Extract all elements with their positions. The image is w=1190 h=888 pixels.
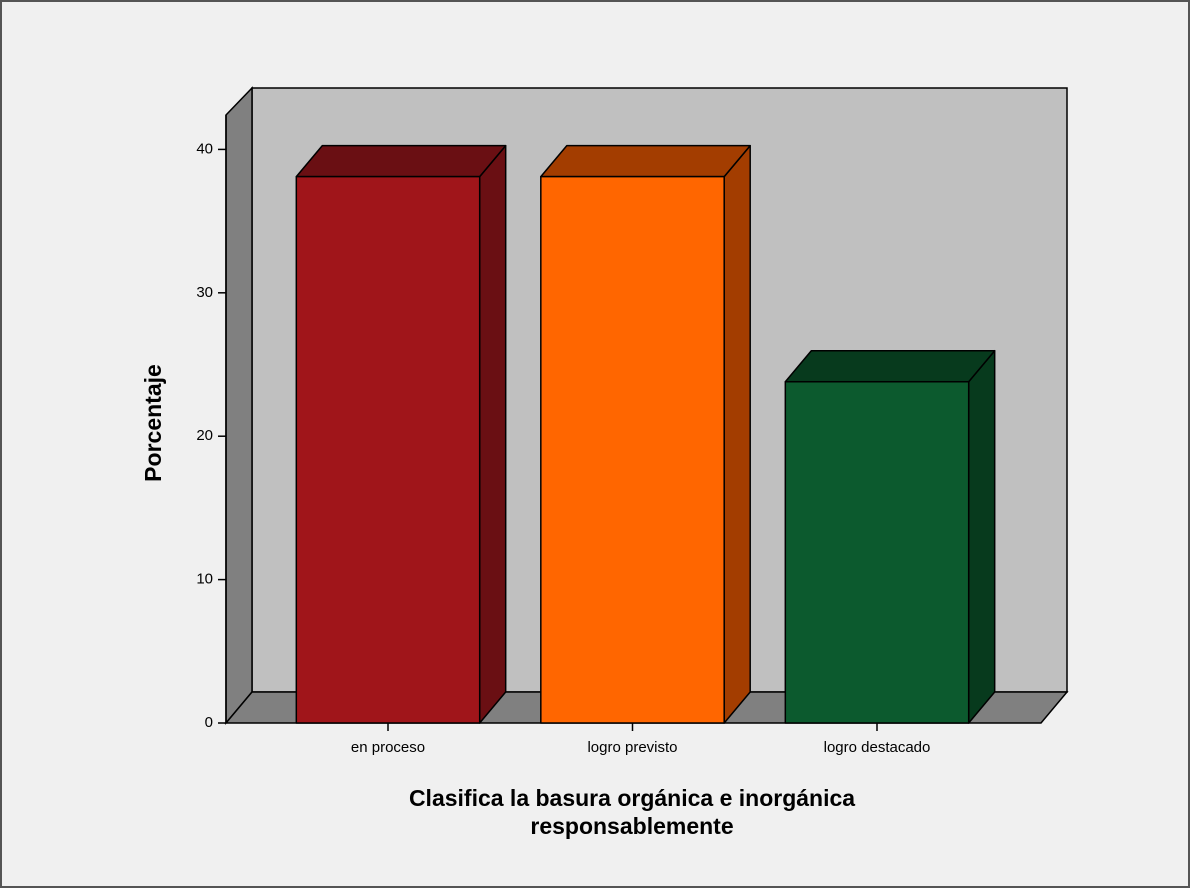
y-axis-title: Porcentaje xyxy=(140,364,166,482)
bar-side xyxy=(967,349,996,724)
bar-side xyxy=(478,144,507,724)
bar xyxy=(784,380,970,724)
x-tick-label: logro destacado xyxy=(824,739,931,756)
side-wall xyxy=(225,86,253,726)
y-tick-label: 0 xyxy=(205,714,213,731)
y-tick-label: 10 xyxy=(196,571,213,588)
y-tick-label: 20 xyxy=(196,427,213,444)
bar-top xyxy=(540,144,751,178)
x-tick-label: logro previsto xyxy=(587,739,677,756)
x-axis-title: Clasifica la basura orgánica e inorgánic… xyxy=(409,785,855,811)
x-axis-title: responsablemente xyxy=(530,813,733,839)
bar-top xyxy=(784,349,996,383)
y-tick-label: 40 xyxy=(196,140,213,157)
y-tick-label: 30 xyxy=(196,284,213,301)
bar-side xyxy=(723,144,751,724)
bar-top xyxy=(295,144,507,178)
bar xyxy=(540,175,725,724)
x-tick-label: en proceso xyxy=(351,739,425,756)
bar xyxy=(295,175,481,724)
